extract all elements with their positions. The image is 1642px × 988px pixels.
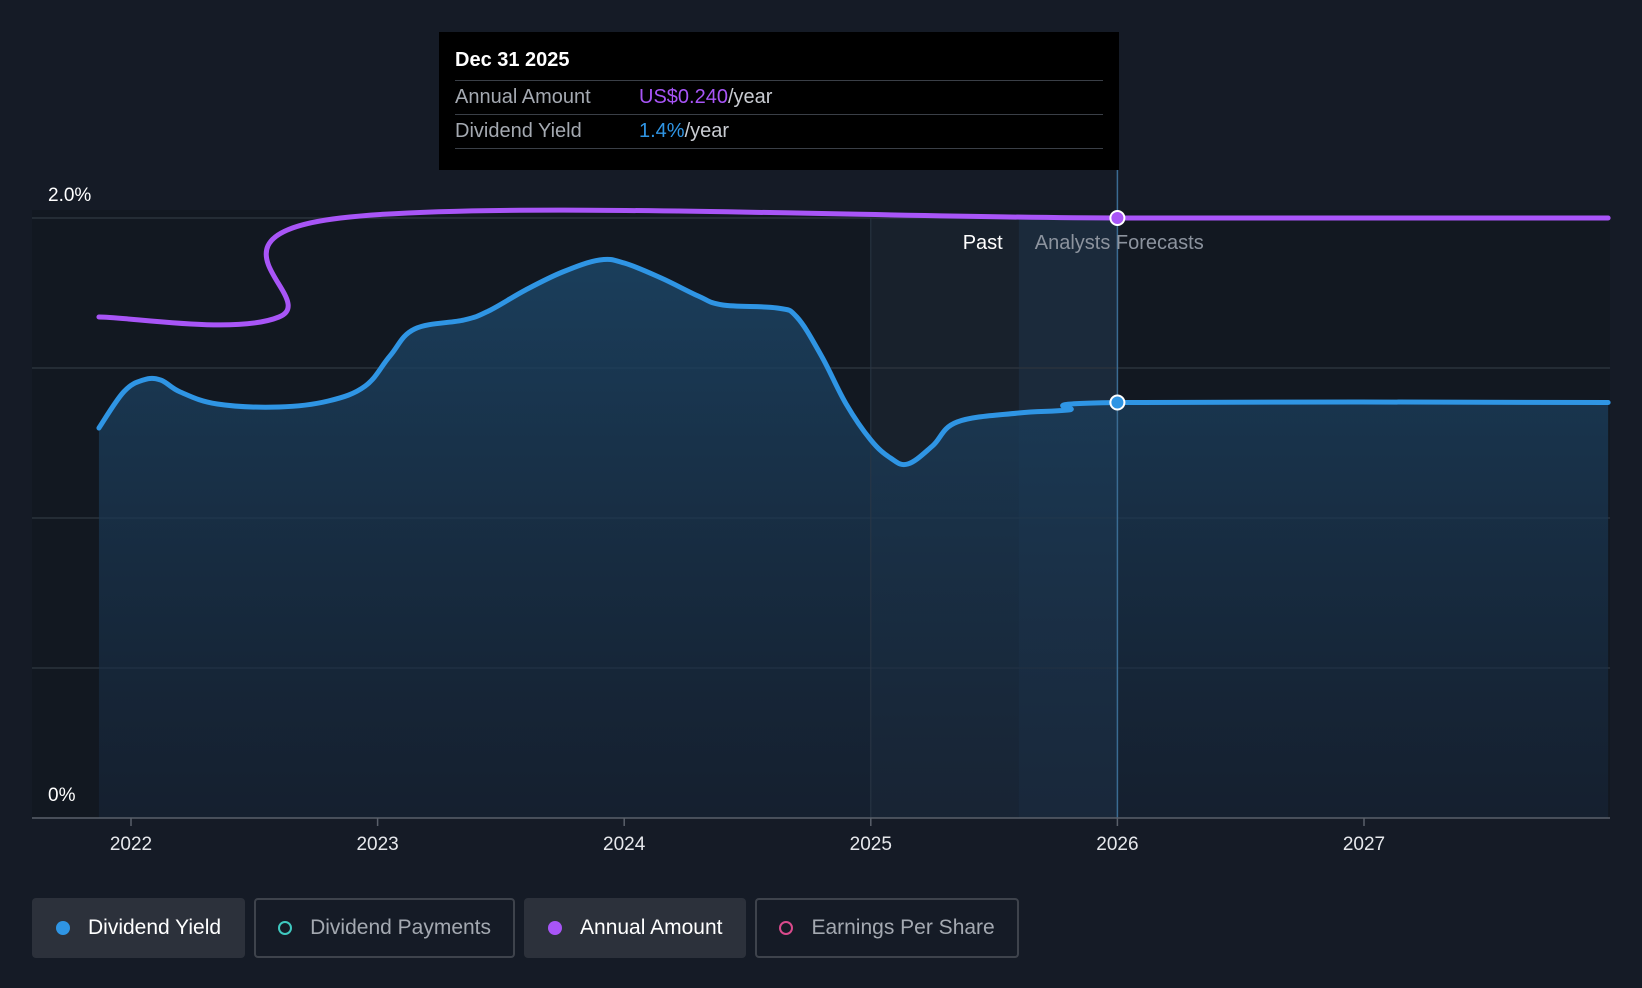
chart-legend: Dividend Yield Dividend Payments Annual … xyxy=(32,898,1019,958)
x-tick-label: 2024 xyxy=(603,834,646,855)
legend-annual-amount[interactable]: Annual Amount xyxy=(524,898,747,958)
past-label: Past xyxy=(963,232,1003,254)
annual-amount-dot-icon xyxy=(548,921,563,935)
dividend-yield-line xyxy=(96,256,1611,468)
tooltip-row-dividend-yield: Dividend Yield 1.4% /year xyxy=(455,115,1103,149)
analysts-forecasts-label: Analysts Forecasts xyxy=(1035,232,1204,254)
x-tick-label: 2025 xyxy=(850,834,892,855)
tooltip-key: Dividend Yield xyxy=(455,120,582,142)
legend-earnings-per-share[interactable]: Earnings Per Share xyxy=(755,898,1019,958)
dividend-yield-dot-icon xyxy=(56,921,70,935)
legend-dividend-payments[interactable]: Dividend Payments xyxy=(254,898,516,958)
legend-label: Earnings Per Share xyxy=(811,916,995,939)
dividend-yield-marker[interactable] xyxy=(1109,394,1126,411)
tooltip-value: 1.4% xyxy=(639,120,685,142)
tooltip-value: US$0.240 xyxy=(639,86,728,108)
chart-tooltip: Dec 31 2025 Annual Amount US$0.240 /year… xyxy=(439,32,1119,170)
x-tick-label: 2023 xyxy=(356,834,398,855)
dividend-yield-area xyxy=(98,259,1609,818)
y-axis-bottom-label: 0% xyxy=(48,785,76,806)
x-tick-label: 2027 xyxy=(1343,834,1385,855)
dividend-payments-ring-icon xyxy=(278,921,293,935)
legend-label: Dividend Payments xyxy=(310,916,492,939)
dividend-chart: 2022 2023 2024 2025 2026 2027 2.0% 0% Past An… xyxy=(32,170,1611,855)
annual-amount-line xyxy=(96,207,1611,328)
tooltip-unit: /year xyxy=(727,86,773,108)
tooltip-key: Annual Amount xyxy=(455,86,591,108)
earnings-per-share-ring-icon xyxy=(779,921,794,935)
x-tick-label: 2022 xyxy=(110,834,152,855)
annual-amount-marker[interactable] xyxy=(1109,210,1126,226)
x-tick-label: 2026 xyxy=(1096,834,1138,855)
tooltip-row-annual-amount: Annual Amount US$0.240 /year xyxy=(455,81,1103,115)
tooltip-unit: /year xyxy=(684,120,730,142)
y-axis-top-label: 2.0% xyxy=(48,185,91,206)
tooltip-date: Dec 31 2025 xyxy=(455,46,1103,81)
x-axis-ticks: 2022 2023 2024 2025 2026 2027 xyxy=(110,818,1385,855)
legend-label: Dividend Yield xyxy=(88,916,222,939)
legend-label: Annual Amount xyxy=(580,916,723,939)
legend-dividend-yield[interactable]: Dividend Yield xyxy=(32,898,246,958)
